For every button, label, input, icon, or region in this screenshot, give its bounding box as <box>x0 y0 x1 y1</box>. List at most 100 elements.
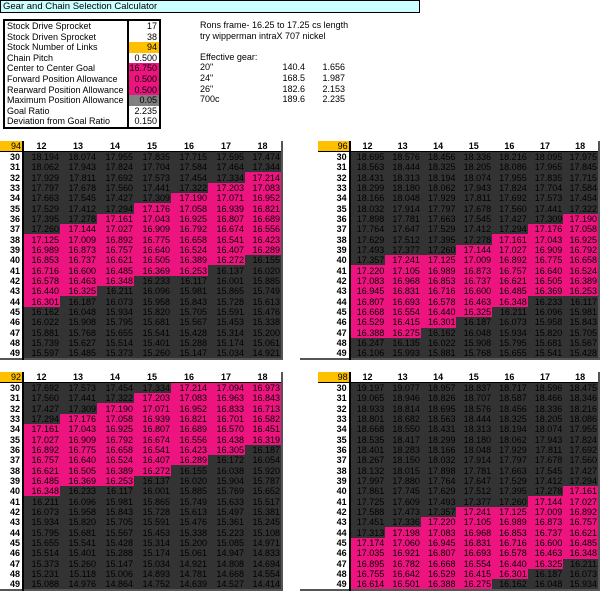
center-distance-cell[interactable]: 16.187 <box>245 444 282 456</box>
center-distance-cell[interactable]: 16.524 <box>171 244 208 256</box>
center-distance-cell[interactable]: 17.861 <box>349 486 386 497</box>
center-distance-cell[interactable]: 16.668 <box>420 558 457 569</box>
center-distance-cell[interactable]: 16.289 <box>171 455 208 466</box>
center-distance-cell[interactable]: 16.831 <box>385 286 421 297</box>
center-distance-cell[interactable]: 18.325 <box>420 162 457 173</box>
center-distance-cell[interactable]: 16.348 <box>23 486 60 497</box>
center-distance-cell[interactable]: 17.914 <box>456 455 493 466</box>
center-distance-cell[interactable]: 17.824 <box>492 182 528 194</box>
center-distance-cell[interactable]: 15.453 <box>208 317 245 328</box>
center-distance-cell[interactable]: 16.423 <box>245 234 282 245</box>
center-distance-cell[interactable]: 15.843 <box>171 296 208 307</box>
center-distance-cell[interactable]: 16.892 <box>97 234 134 245</box>
center-distance-cell[interactable]: 18.062 <box>23 162 60 173</box>
center-distance-cell[interactable]: 17.027 <box>563 496 599 507</box>
center-distance-cell[interactable]: 16.415 <box>385 317 421 328</box>
center-distance-cell[interactable]: 15.245 <box>245 517 282 528</box>
center-distance-cell[interactable]: 16.895 <box>349 558 386 569</box>
center-distance-cell[interactable]: 17.377 <box>385 244 421 256</box>
center-distance-cell[interactable]: 15.613 <box>171 506 208 518</box>
center-distance-cell[interactable]: 16.737 <box>60 255 97 266</box>
center-distance-cell[interactable]: 17.454 <box>97 382 134 393</box>
center-distance-cell[interactable]: 17.313 <box>349 527 386 538</box>
center-distance-cell[interactable]: 16.775 <box>134 234 171 245</box>
center-distance-cell[interactable]: 15.934 <box>23 517 60 528</box>
center-distance-cell[interactable]: 16.792 <box>563 244 599 256</box>
center-distance-cell[interactable]: 16.737 <box>456 275 493 287</box>
center-distance-cell[interactable]: 18.456 <box>420 151 457 162</box>
center-distance-cell[interactable]: 15.517 <box>245 496 282 507</box>
center-distance-cell[interactable]: 18.216 <box>563 403 599 414</box>
center-distance-cell[interactable]: 17.454 <box>171 172 208 183</box>
center-distance-cell[interactable]: 17.811 <box>60 172 97 183</box>
center-distance-cell[interactable]: 18.062 <box>420 182 457 194</box>
center-distance-cell[interactable]: 16.989 <box>23 244 60 256</box>
center-distance-cell[interactable]: 16.407 <box>208 244 245 256</box>
center-distance-cell[interactable]: 15.288 <box>171 337 208 349</box>
center-distance-cell[interactable]: 17.427 <box>23 403 60 414</box>
center-distance-cell[interactable]: 16.939 <box>208 203 245 214</box>
center-distance-cell[interactable]: 17.357 <box>349 255 386 266</box>
center-distance-cell[interactable]: 17.377 <box>456 496 493 507</box>
center-distance-cell[interactable]: 16.873 <box>60 244 97 256</box>
center-distance-cell[interactable]: 18.444 <box>385 162 421 173</box>
center-distance-cell[interactable]: 15.147 <box>171 348 208 360</box>
center-distance-cell[interactable]: 17.198 <box>385 527 421 538</box>
center-distance-cell[interactable]: 15.920 <box>245 465 282 476</box>
center-distance-cell[interactable]: 17.745 <box>385 486 421 497</box>
center-distance-cell[interactable]: 16.614 <box>349 579 386 591</box>
center-distance-cell[interactable]: 16.272 <box>208 255 245 266</box>
center-distance-cell[interactable]: 15.453 <box>134 527 171 538</box>
param-value[interactable]: 38 <box>129 31 159 43</box>
center-distance-cell[interactable]: 17.764 <box>420 475 457 487</box>
center-distance-cell[interactable]: 17.955 <box>492 172 528 183</box>
center-distance-cell[interactable]: 18.086 <box>492 162 528 173</box>
center-distance-cell[interactable]: 15.223 <box>208 527 245 538</box>
center-distance-cell[interactable]: 18.015 <box>385 465 421 476</box>
center-distance-cell[interactable]: 15.476 <box>171 517 208 528</box>
center-distance-cell[interactable]: 15.795 <box>492 337 528 349</box>
center-distance-cell[interactable]: 16.529 <box>349 317 386 328</box>
center-distance-cell[interactable]: 17.260 <box>420 244 457 256</box>
center-distance-cell[interactable]: 17.880 <box>385 475 421 487</box>
center-distance-cell[interactable]: 16.388 <box>420 579 457 591</box>
center-distance-cell[interactable]: 17.441 <box>60 393 97 404</box>
center-distance-cell[interactable]: 17.678 <box>527 455 564 466</box>
center-distance-cell[interactable]: 17.811 <box>527 444 564 456</box>
center-distance-cell[interactable]: 15.820 <box>527 327 564 338</box>
center-distance-cell[interactable]: 17.043 <box>134 213 171 225</box>
center-distance-cell[interactable]: 18.814 <box>385 403 421 414</box>
center-distance-cell[interactable]: 15.958 <box>60 506 97 518</box>
center-distance-cell[interactable]: 17.144 <box>456 244 493 256</box>
center-distance-cell[interactable]: 15.381 <box>245 506 282 518</box>
center-distance-cell[interactable]: 17.560 <box>492 203 528 214</box>
center-distance-cell[interactable]: 16.073 <box>97 296 134 307</box>
center-distance-cell[interactable]: 15.768 <box>456 348 493 360</box>
center-distance-cell[interactable]: 16.757 <box>492 265 528 276</box>
center-distance-cell[interactable]: 16.440 <box>420 306 457 318</box>
center-distance-cell[interactable]: 15.655 <box>97 327 134 338</box>
center-distance-cell[interactable]: 18.074 <box>456 172 493 183</box>
center-distance-cell[interactable]: 18.194 <box>492 424 528 435</box>
center-distance-cell[interactable]: 16.155 <box>245 255 282 266</box>
center-distance-cell[interactable]: 17.105 <box>456 517 493 528</box>
center-distance-cell[interactable]: 16.020 <box>245 265 282 276</box>
center-distance-cell[interactable]: 17.454 <box>563 193 599 204</box>
center-distance-cell[interactable]: 15.705 <box>563 327 599 338</box>
center-distance-cell[interactable]: 18.431 <box>349 172 386 183</box>
center-distance-cell[interactable]: 17.427 <box>563 465 599 476</box>
center-distance-cell[interactable]: 16.485 <box>23 475 60 487</box>
center-distance-cell[interactable]: 17.412 <box>456 224 493 235</box>
center-distance-cell[interactable]: 17.845 <box>563 162 599 173</box>
center-distance-cell[interactable]: 17.176 <box>134 203 171 214</box>
center-distance-cell[interactable]: 17.125 <box>420 255 457 266</box>
center-distance-cell[interactable]: 17.427 <box>97 193 134 204</box>
center-distance-cell[interactable]: 16.821 <box>171 413 208 425</box>
center-distance-cell[interactable]: 17.027 <box>492 244 528 256</box>
center-distance-cell[interactable]: 16.423 <box>171 444 208 456</box>
center-distance-cell[interactable]: 16.162 <box>492 579 528 591</box>
center-distance-cell[interactable]: 15.108 <box>245 527 282 538</box>
center-distance-cell[interactable]: 14.833 <box>245 548 282 559</box>
center-distance-cell[interactable]: 16.737 <box>527 527 564 538</box>
center-distance-cell[interactable]: 16.621 <box>563 527 599 538</box>
